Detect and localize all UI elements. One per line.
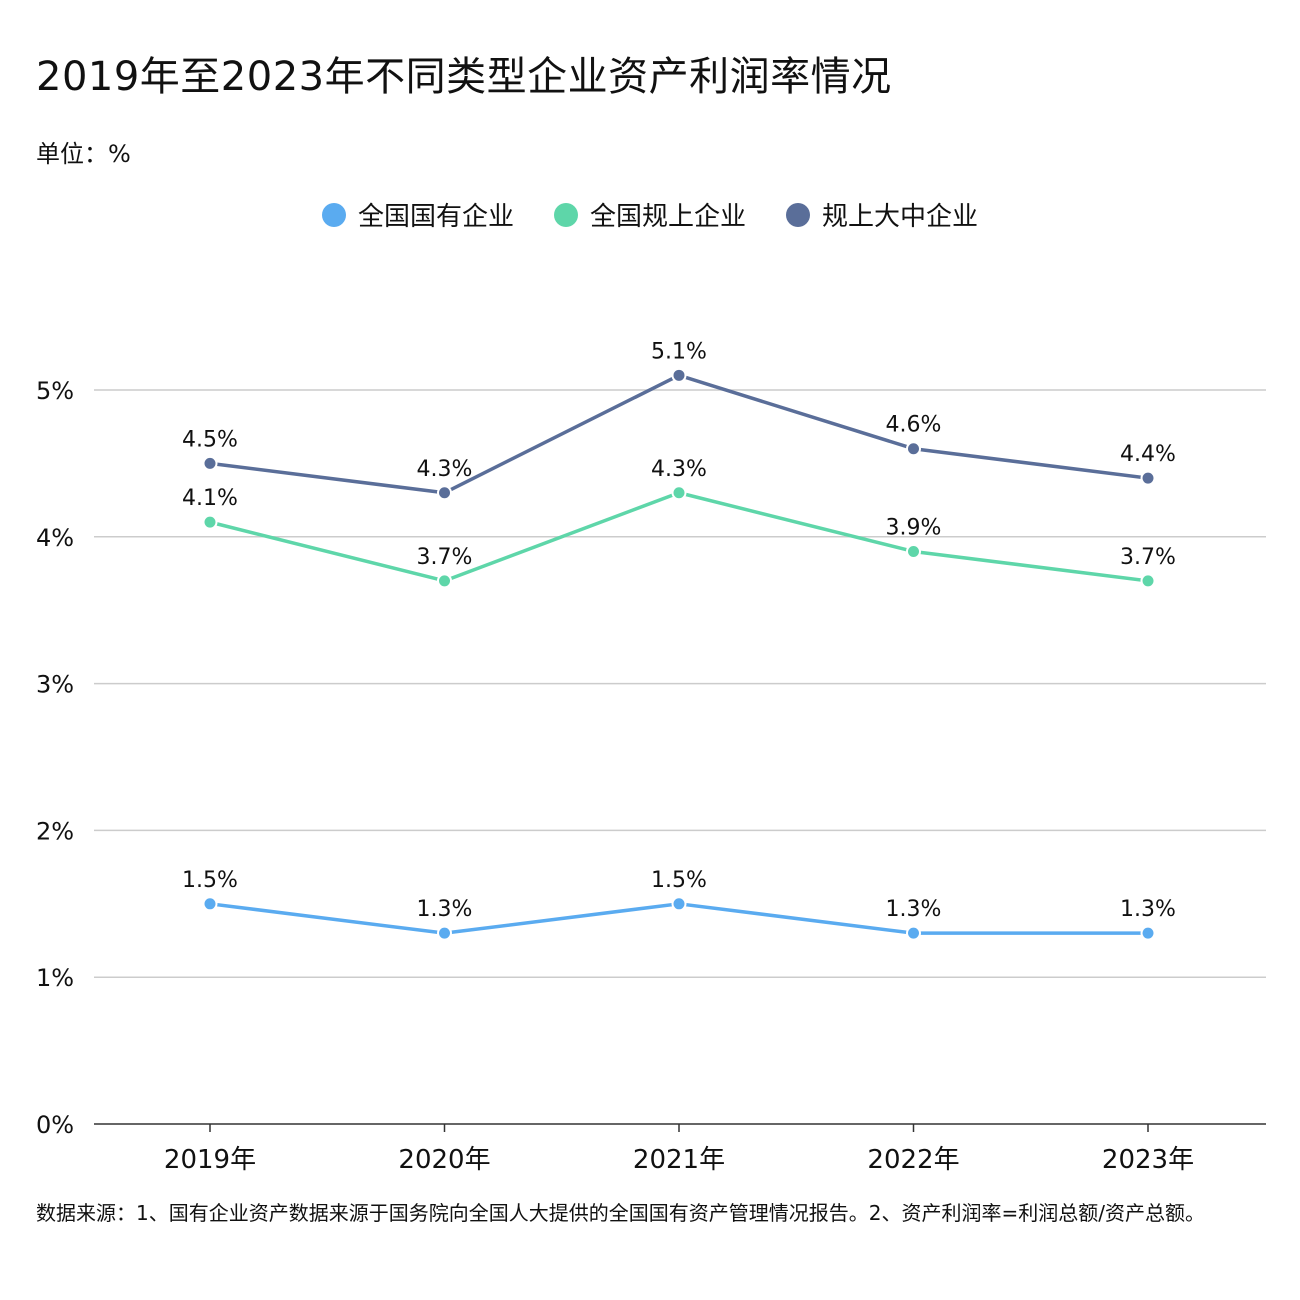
data-label: 1.5% bbox=[182, 868, 238, 893]
data-point bbox=[437, 485, 452, 501]
footnote: 数据来源：1、国有企业资产数据来源于国务院向全国人大提供的全国国有资产管理情况报… bbox=[36, 1201, 1205, 1225]
unit-label: 单位：% bbox=[36, 140, 131, 168]
data-point bbox=[1140, 925, 1156, 941]
legend-marker-icon bbox=[553, 202, 578, 227]
y-tick-label: 4% bbox=[36, 524, 74, 552]
legend: 全国国有企业 全国规上企业 规上大中企业 bbox=[0, 196, 1300, 233]
data-label: 3.9% bbox=[886, 515, 942, 540]
legend-item-guishang[interactable]: 全国规上企业 bbox=[553, 196, 746, 233]
data-point bbox=[671, 367, 687, 383]
data-label: 4.4% bbox=[1120, 442, 1176, 467]
data-label: 3.7% bbox=[417, 545, 473, 570]
legend-item-dazhong[interactable]: 规上大中企业 bbox=[786, 196, 978, 233]
x-tick-label: 2019年 bbox=[164, 1145, 256, 1175]
x-tick-label: 2020年 bbox=[398, 1145, 490, 1175]
data-point bbox=[906, 925, 921, 941]
legend-marker-icon bbox=[321, 202, 346, 227]
x-tick-label: 2021年 bbox=[633, 1145, 725, 1175]
data-label: 4.6% bbox=[886, 413, 942, 438]
data-point bbox=[671, 896, 687, 912]
data-label: 4.3% bbox=[651, 457, 707, 482]
y-tick-label: 5% bbox=[36, 377, 74, 405]
data-label: 5.1% bbox=[651, 339, 707, 364]
data-label: 1.5% bbox=[651, 868, 707, 893]
x-tick-label: 2022年 bbox=[867, 1145, 959, 1175]
data-label: 4.5% bbox=[182, 427, 238, 452]
data-point bbox=[202, 514, 218, 530]
data-label: 4.3% bbox=[417, 457, 473, 482]
data-point bbox=[202, 896, 218, 912]
data-label: 1.3% bbox=[1120, 897, 1176, 922]
data-point bbox=[906, 543, 921, 559]
y-tick-label: 0% bbox=[36, 1111, 74, 1139]
legend-label: 规上大中企业 bbox=[822, 202, 979, 232]
x-tick-label: 2023年 bbox=[1102, 1145, 1194, 1175]
data-label: 1.3% bbox=[886, 897, 942, 922]
data-point bbox=[202, 455, 218, 471]
data-point bbox=[906, 441, 921, 457]
legend-label: 全国规上企业 bbox=[589, 202, 746, 232]
y-tick-label: 3% bbox=[36, 671, 74, 699]
legend-item-guoyou[interactable]: 全国国有企业 bbox=[321, 196, 514, 233]
data-point bbox=[437, 573, 452, 589]
data-label: 3.7% bbox=[1120, 545, 1176, 570]
data-point bbox=[671, 485, 687, 501]
chart-title: 2019年至2023年不同类型企业资产利润率情况 bbox=[36, 54, 892, 100]
data-label: 4.1% bbox=[182, 486, 238, 511]
data-point bbox=[1140, 573, 1156, 589]
y-tick-label: 1% bbox=[36, 964, 74, 992]
legend-label: 全国国有企业 bbox=[357, 202, 514, 232]
data-point bbox=[437, 925, 452, 941]
data-point bbox=[1140, 470, 1156, 486]
data-label: 1.3% bbox=[417, 897, 473, 922]
legend-marker-icon bbox=[786, 202, 810, 227]
y-tick-label: 2% bbox=[36, 817, 74, 845]
